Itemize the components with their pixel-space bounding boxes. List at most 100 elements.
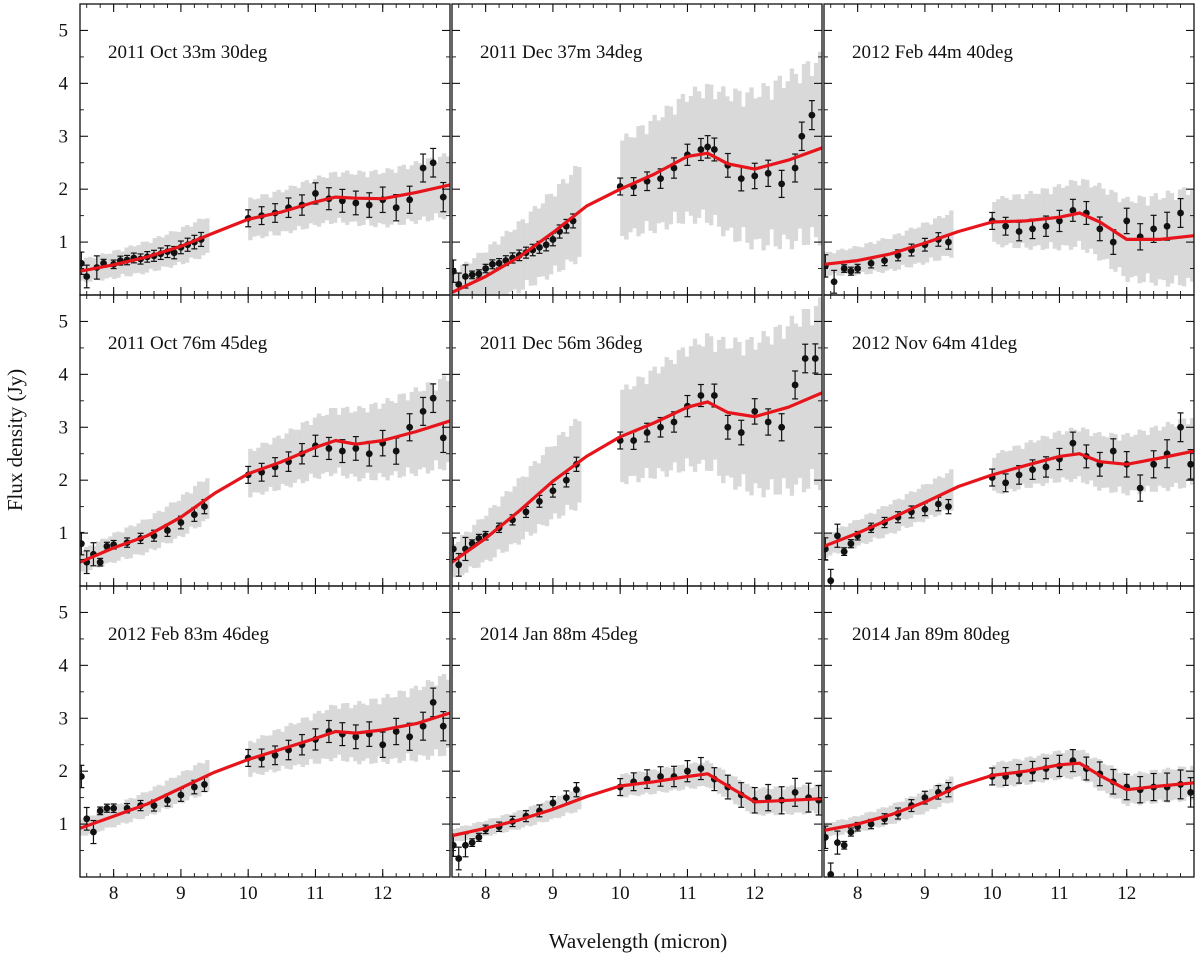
data-point <box>271 751 279 759</box>
axis-ticks <box>80 4 1195 877</box>
model-curve <box>80 711 450 830</box>
y-tick-label: 3 <box>59 417 69 438</box>
model-group <box>452 391 822 564</box>
data-point <box>365 450 373 458</box>
uncertainty-band <box>824 748 1194 838</box>
data-point <box>190 511 198 518</box>
y-tick-label: 4 <box>59 364 69 385</box>
data-point <box>778 423 786 431</box>
data-point <box>1123 217 1131 225</box>
data-point <box>945 503 952 511</box>
data-point <box>455 561 463 569</box>
data-point <box>791 788 799 796</box>
data-point <box>80 540 85 548</box>
data-point <box>190 783 198 791</box>
band-bar <box>484 252 489 295</box>
data-point <box>462 273 469 280</box>
data-point <box>934 500 942 508</box>
data-point <box>439 193 447 201</box>
band-bar <box>488 244 493 295</box>
data-point <box>1056 217 1063 225</box>
data-point <box>392 728 400 735</box>
y-tick-label: 2 <box>59 179 69 200</box>
data-point <box>854 265 862 272</box>
data-point <box>697 146 705 153</box>
data-point <box>1177 209 1184 217</box>
data-point <box>657 773 664 780</box>
band-bar <box>480 252 485 295</box>
panel-title: 2012 Nov 64m 41deg <box>852 333 1018 354</box>
data-point <box>201 781 208 788</box>
data-point <box>643 429 651 436</box>
data-point <box>847 828 855 836</box>
data-point <box>710 146 718 153</box>
data-point <box>468 271 476 279</box>
data-point <box>697 392 705 399</box>
data-point <box>737 429 745 436</box>
y-tick-label: 2 <box>59 470 69 491</box>
data-point <box>798 132 806 140</box>
data-point <box>352 199 360 207</box>
data-point <box>573 786 580 794</box>
data-point <box>751 408 759 415</box>
data-point <box>452 267 457 275</box>
panel-frame <box>79 585 451 878</box>
y-tick-label: 4 <box>59 655 69 676</box>
data-point <box>379 741 387 749</box>
data-point <box>80 259 85 267</box>
model-group <box>80 419 450 564</box>
data-point <box>945 238 952 246</box>
data-point <box>549 236 557 243</box>
y-axis-label: Flux density (Jy) <box>3 369 27 511</box>
data-point <box>1187 788 1194 796</box>
x-tick-label: 11 <box>1050 883 1068 904</box>
data-point <box>462 841 469 849</box>
data-point <box>834 839 841 847</box>
y-tick-label: 3 <box>59 126 69 147</box>
model-curves <box>80 146 1194 838</box>
model-curve <box>824 761 1194 832</box>
data-point <box>1177 423 1184 431</box>
data-point <box>201 503 208 511</box>
data-point <box>1187 460 1194 468</box>
data-point <box>482 265 490 272</box>
panel-title: 2011 Oct 76m 45deg <box>108 333 268 354</box>
data-point <box>840 548 848 556</box>
data-point <box>1002 222 1010 230</box>
model-group <box>824 211 1194 266</box>
data-point <box>921 505 929 513</box>
model-group <box>80 711 450 830</box>
data-point <box>536 497 543 505</box>
model-curve <box>80 183 450 273</box>
model-group <box>80 183 450 273</box>
model-curve <box>452 772 822 838</box>
data-point <box>419 408 427 415</box>
observation-group <box>452 343 819 577</box>
data-point <box>103 804 111 812</box>
x-axis-label: Wavelength (micron) <box>549 929 728 953</box>
uncertainty-band <box>80 375 450 573</box>
data-point <box>704 143 712 151</box>
data-point <box>96 558 104 566</box>
panel-frame <box>451 585 823 878</box>
data-point <box>177 791 185 799</box>
data-point <box>827 577 835 585</box>
data-point <box>834 532 841 540</box>
data-point <box>365 201 373 209</box>
panel-titles: 2011 Oct 33m 30deg 2011 Dec 37m 34deg 2012… <box>108 42 1018 645</box>
x-tick-label: 9 <box>920 883 930 904</box>
model-curve <box>824 449 1194 548</box>
data-point <box>522 508 530 516</box>
data-point <box>562 476 570 484</box>
data-point <box>406 423 414 431</box>
data-point <box>847 267 855 275</box>
panel-title: 2011 Dec 37m 34deg <box>480 42 643 63</box>
model-group <box>824 761 1194 832</box>
x-tick-label: 9 <box>176 883 186 904</box>
y-tick-label: 1 <box>59 814 69 835</box>
data-point <box>495 259 503 267</box>
panel-title: 2012 Feb 44m 40deg <box>852 42 1013 63</box>
x-tick-label: 9 <box>548 883 558 904</box>
data-point <box>452 841 457 849</box>
